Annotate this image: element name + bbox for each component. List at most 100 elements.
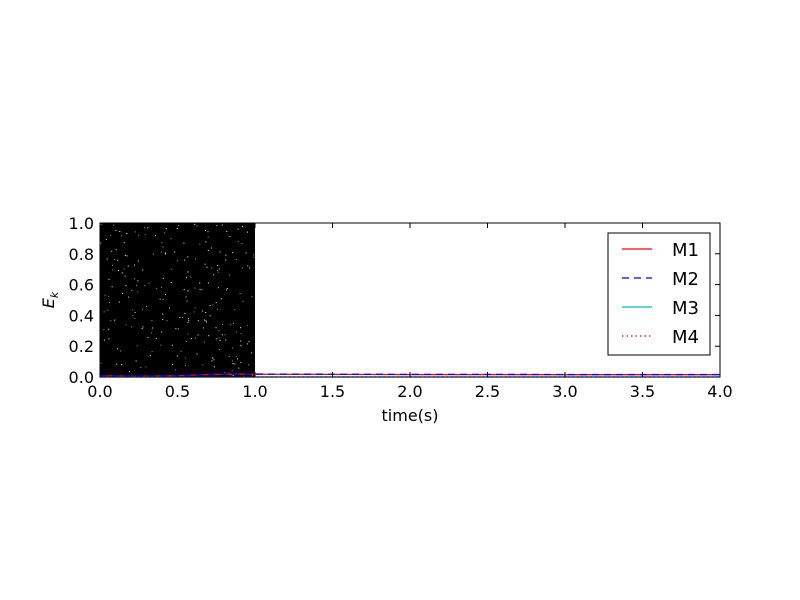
noise-speck — [155, 235, 157, 237]
noise-speck — [175, 369, 176, 371]
noise-speck — [232, 347, 234, 349]
noise-speck — [116, 363, 118, 365]
noise-speck — [113, 224, 115, 226]
noise-speck — [226, 288, 228, 289]
noise-speck — [218, 271, 220, 273]
y-axis-label-main: E — [39, 297, 58, 308]
noise-speck — [186, 276, 188, 278]
noise-speck — [231, 360, 233, 362]
noise-speck — [190, 276, 192, 278]
y-tick-label: 0.2 — [69, 337, 94, 356]
noise-speck — [224, 334, 226, 336]
noise-speck — [105, 238, 107, 240]
noise-speck — [175, 328, 177, 330]
y-axis-ticks: 0.0 0.2 0.4 0.6 0.8 1.0 — [69, 214, 720, 387]
noise-speck — [232, 374, 234, 376]
noise-speck — [232, 322, 234, 324]
noise-speck — [187, 333, 189, 335]
noise-speck — [100, 223, 102, 225]
noise-speck — [109, 301, 110, 303]
noise-speck — [134, 231, 136, 233]
noise-speck — [142, 326, 144, 328]
noise-speck — [194, 287, 196, 289]
noise-speck — [243, 375, 245, 377]
noise-speck — [106, 258, 108, 260]
noise-speck — [117, 270, 119, 272]
noise-speck — [137, 280, 139, 282]
noise-speck — [194, 223, 196, 225]
noise-speck — [177, 260, 178, 262]
noise-speck — [132, 315, 134, 317]
legend-label-m3: M3 — [672, 298, 699, 319]
noise-speck — [145, 366, 147, 368]
noise-speck — [153, 253, 155, 255]
noise-speck — [117, 259, 119, 261]
noise-speck — [217, 308, 218, 310]
noise-speck — [159, 298, 161, 300]
y-axis-label-subscript: k — [48, 291, 61, 298]
noise-speck — [197, 334, 199, 336]
noise-speck — [184, 364, 186, 366]
noise-speck — [235, 356, 237, 358]
noise-speck — [204, 263, 206, 265]
noise-speck — [212, 357, 214, 359]
x-axis-ticks: 0.0 0.5 1.0 1.5 2.0 2.5 3.0 3.5 4.0 — [87, 223, 733, 401]
noise-speck — [241, 267, 243, 269]
noise-speck — [107, 309, 109, 311]
noise-speck — [207, 249, 209, 251]
x-tick-label: 0.0 — [87, 382, 112, 401]
noise-speck — [196, 353, 198, 355]
noise-speck — [112, 269, 114, 271]
noise-speck — [207, 282, 209, 284]
noise-speck — [184, 357, 186, 359]
noise-speck — [162, 319, 164, 321]
noise-speck — [213, 274, 215, 276]
noise-speck — [219, 348, 220, 350]
noise-speck — [176, 355, 178, 357]
noise-dots — [100, 223, 255, 377]
noise-speck — [178, 225, 180, 226]
noise-speck — [206, 321, 207, 323]
noise-speck — [191, 337, 193, 339]
noise-speck — [117, 348, 119, 350]
noise-speck — [104, 294, 106, 296]
noise-speck — [161, 331, 163, 333]
noise-speck — [194, 307, 196, 309]
noise-speck — [240, 327, 242, 329]
noise-speck — [212, 358, 214, 359]
noise-speck — [230, 323, 232, 325]
noise-speck — [121, 272, 123, 274]
noise-speck — [166, 320, 168, 322]
noise-speck — [126, 233, 128, 234]
noise-speck — [164, 294, 166, 295]
noise-speck — [112, 264, 113, 266]
noise-speck — [207, 236, 209, 238]
legend: M1 M2 M3 M4 — [607, 232, 711, 356]
noise-speck — [228, 356, 230, 357]
y-tick-label: 0.6 — [69, 276, 94, 295]
noise-speck — [123, 242, 125, 244]
noise-speck — [248, 364, 249, 366]
noise-speck — [234, 309, 236, 311]
noise-speck — [197, 320, 199, 322]
noise-speck — [181, 316, 183, 318]
x-tick-label: 3.5 — [630, 382, 655, 401]
x-tick-label: 4.0 — [707, 382, 732, 401]
noise-speck — [152, 327, 154, 329]
noise-speck — [247, 231, 248, 233]
noise-speck — [134, 311, 136, 313]
noise-speck — [213, 359, 215, 361]
noise-speck — [103, 311, 105, 313]
noise-speck — [108, 295, 110, 297]
noise-speck — [246, 325, 248, 327]
noise-speck — [122, 292, 124, 294]
noise-speck — [253, 254, 254, 256]
noise-speck — [207, 231, 209, 233]
noise-speck — [235, 331, 237, 333]
x-tick-label: 2.0 — [397, 382, 422, 401]
noise-speck — [141, 328, 143, 330]
noise-speck — [229, 236, 231, 237]
noise-speck — [239, 293, 241, 294]
noise-speck — [142, 308, 144, 310]
noise-speck — [201, 310, 203, 312]
